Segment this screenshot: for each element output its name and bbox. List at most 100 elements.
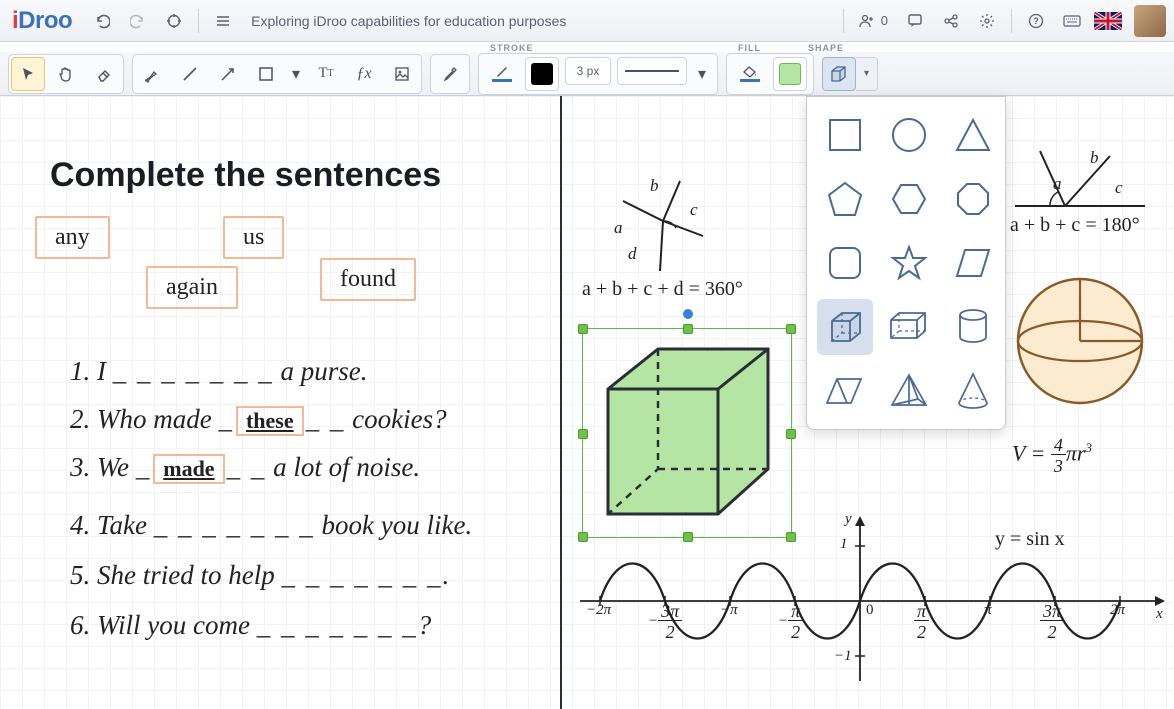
angle-360-formula: a + b + c + d = 360° (582, 278, 743, 301)
topbar: iDroo 0 ? (0, 0, 1174, 42)
shape-cone[interactable] (945, 363, 1001, 419)
tick-pi: π (984, 602, 992, 619)
pen-tool[interactable] (135, 57, 169, 91)
image-tool[interactable] (385, 57, 419, 91)
canvas[interactable]: Complete the sentences any us again found 1… (0, 96, 1174, 709)
rect-tool[interactable] (249, 57, 283, 91)
logo[interactable]: iDroo (8, 7, 82, 35)
select-tool[interactable] (11, 57, 45, 91)
shape-button[interactable] (822, 57, 856, 91)
resize-handle-e[interactable] (786, 429, 796, 439)
language-button[interactable] (1092, 6, 1124, 36)
undo-button[interactable] (86, 6, 118, 36)
chat-button[interactable] (899, 6, 931, 36)
angle3-b-label: b (1090, 148, 1099, 168)
toolbar: ▾ TT ƒx ▾ ▾ (0, 52, 1174, 96)
shape-pyramid[interactable] (881, 363, 937, 419)
tick-pi2: π2 (914, 602, 929, 641)
rotate-handle[interactable] (683, 309, 693, 319)
angle-180-formula: a + b + c = 180° (1010, 214, 1140, 237)
keyboard-button[interactable] (1056, 6, 1088, 36)
fill-swatch[interactable] (773, 57, 807, 91)
help-button[interactable]: ? (1020, 6, 1052, 36)
sphere-formula: V = 43πr3 (1012, 436, 1092, 475)
shape-cuboid[interactable] (881, 299, 937, 355)
pan-tool[interactable] (49, 57, 83, 91)
divider-line (560, 96, 562, 709)
text-tool[interactable]: TT (309, 57, 343, 91)
shape-triangle[interactable] (945, 107, 1001, 163)
formula-tool[interactable]: ƒx (347, 57, 381, 91)
fill-bucket-button[interactable] (733, 57, 767, 91)
resize-handle-n[interactable] (683, 324, 693, 334)
shape-label: SHAPE (808, 43, 844, 53)
shape-octagon[interactable] (945, 171, 1001, 227)
angle-a-label: a (614, 218, 623, 238)
line-style-dropdown[interactable]: ▾ (693, 57, 711, 91)
share-button[interactable] (935, 6, 967, 36)
stroke-color-button[interactable] (485, 57, 519, 91)
arrow-tool[interactable] (211, 57, 245, 91)
shape-square[interactable] (817, 107, 873, 163)
selection-tools (8, 54, 124, 94)
line-style-picker[interactable] (617, 57, 687, 85)
sentence: 1. I _ _ _ _ _ _ _ a purse. (70, 356, 368, 387)
draw-tools: ▾ TT ƒx (132, 54, 422, 94)
tick-m3pi2: −3π2 (648, 602, 682, 641)
angle-c-label: c (690, 200, 698, 220)
worksheet-heading: Complete the sentences (50, 156, 441, 195)
rect-dropdown[interactable]: ▾ (287, 57, 305, 91)
fill-section (726, 53, 814, 95)
tick-m2pi: −2π (586, 602, 611, 619)
redo-button[interactable] (122, 6, 154, 36)
shape-hexagon[interactable] (881, 171, 937, 227)
line-tool[interactable] (173, 57, 207, 91)
resize-handle-nw[interactable] (578, 324, 588, 334)
y-tick-1: 1 (840, 536, 848, 553)
shape-rounded-square[interactable] (817, 235, 873, 291)
angle-d-label: d (628, 244, 637, 264)
wordbox[interactable]: again (146, 266, 238, 309)
logo-rest: Droo (18, 7, 72, 34)
eraser-tool[interactable] (87, 57, 121, 91)
tick-2pi: 2π (1110, 602, 1125, 619)
shape-circle[interactable] (881, 107, 937, 163)
fill-label: FILL (738, 43, 761, 53)
wordbox[interactable]: us (223, 216, 284, 259)
eyedropper-group (430, 54, 470, 94)
resize-handle-ne[interactable] (786, 324, 796, 334)
shape-section: ▾ (822, 57, 878, 91)
user-avatar[interactable] (1134, 5, 1166, 37)
shape-cylinder[interactable] (945, 299, 1001, 355)
angle3-c-label: c (1115, 178, 1123, 198)
board-title-input[interactable] (243, 6, 835, 36)
separator (843, 9, 844, 33)
wordbox[interactable]: found (320, 258, 416, 301)
stroke-swatch[interactable] (525, 57, 559, 91)
wordbox[interactable]: any (35, 216, 110, 259)
shape-dropdown[interactable]: ▾ (856, 57, 878, 91)
shape-parallelogram[interactable] (945, 235, 1001, 291)
sentence: 4. Take _ _ _ _ _ _ _ book you like. (70, 510, 472, 541)
shape-pentagon[interactable] (817, 171, 873, 227)
shape-prism[interactable] (817, 363, 873, 419)
sphere-diagram (1010, 271, 1150, 411)
eyedropper-tool[interactable] (433, 57, 467, 91)
menu-button[interactable] (207, 6, 239, 36)
shape-cube[interactable] (817, 299, 873, 355)
sentence: 3. We _ made _ _ a lot of noise. (70, 452, 420, 484)
settings-button[interactable] (971, 6, 1003, 36)
tick-mpi: −π (720, 602, 738, 619)
participants-button[interactable]: 0 (852, 6, 895, 36)
sine-formula: y = sin x (995, 528, 1065, 551)
y-axis-label: y (845, 511, 852, 528)
angle3-a-label: a (1053, 174, 1062, 194)
frac-4-3: 43 (1051, 436, 1066, 475)
recenter-button[interactable] (158, 6, 190, 36)
angle-180-diagram (1010, 136, 1150, 216)
separator (198, 9, 199, 33)
shape-star[interactable] (881, 235, 937, 291)
stroke-section: ▾ (478, 53, 718, 95)
resize-handle-w[interactable] (578, 429, 588, 439)
stroke-width-input[interactable] (565, 57, 611, 85)
